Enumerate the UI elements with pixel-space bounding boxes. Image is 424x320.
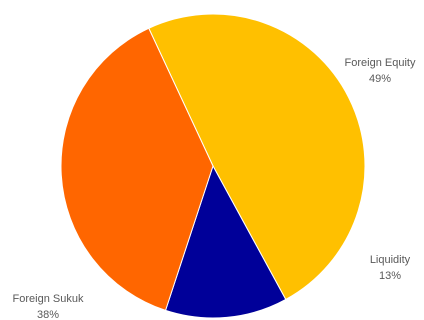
label-liquidity-name: Liquidity xyxy=(370,254,411,266)
label-foreign-equity-value: 49% xyxy=(369,73,391,85)
pie-slices xyxy=(60,13,366,319)
label-liquidity-value: 13% xyxy=(379,270,401,282)
slice-liquidity xyxy=(164,164,287,319)
label-foreign-sukuk-name: Foreign Sukuk xyxy=(13,293,84,305)
slice-foreign-sukuk xyxy=(60,27,214,312)
label-foreign-sukuk-value: 38% xyxy=(37,309,59,320)
label-foreign-equity-name: Foreign Equity xyxy=(345,57,416,69)
slice-foreign-equity xyxy=(148,13,366,301)
